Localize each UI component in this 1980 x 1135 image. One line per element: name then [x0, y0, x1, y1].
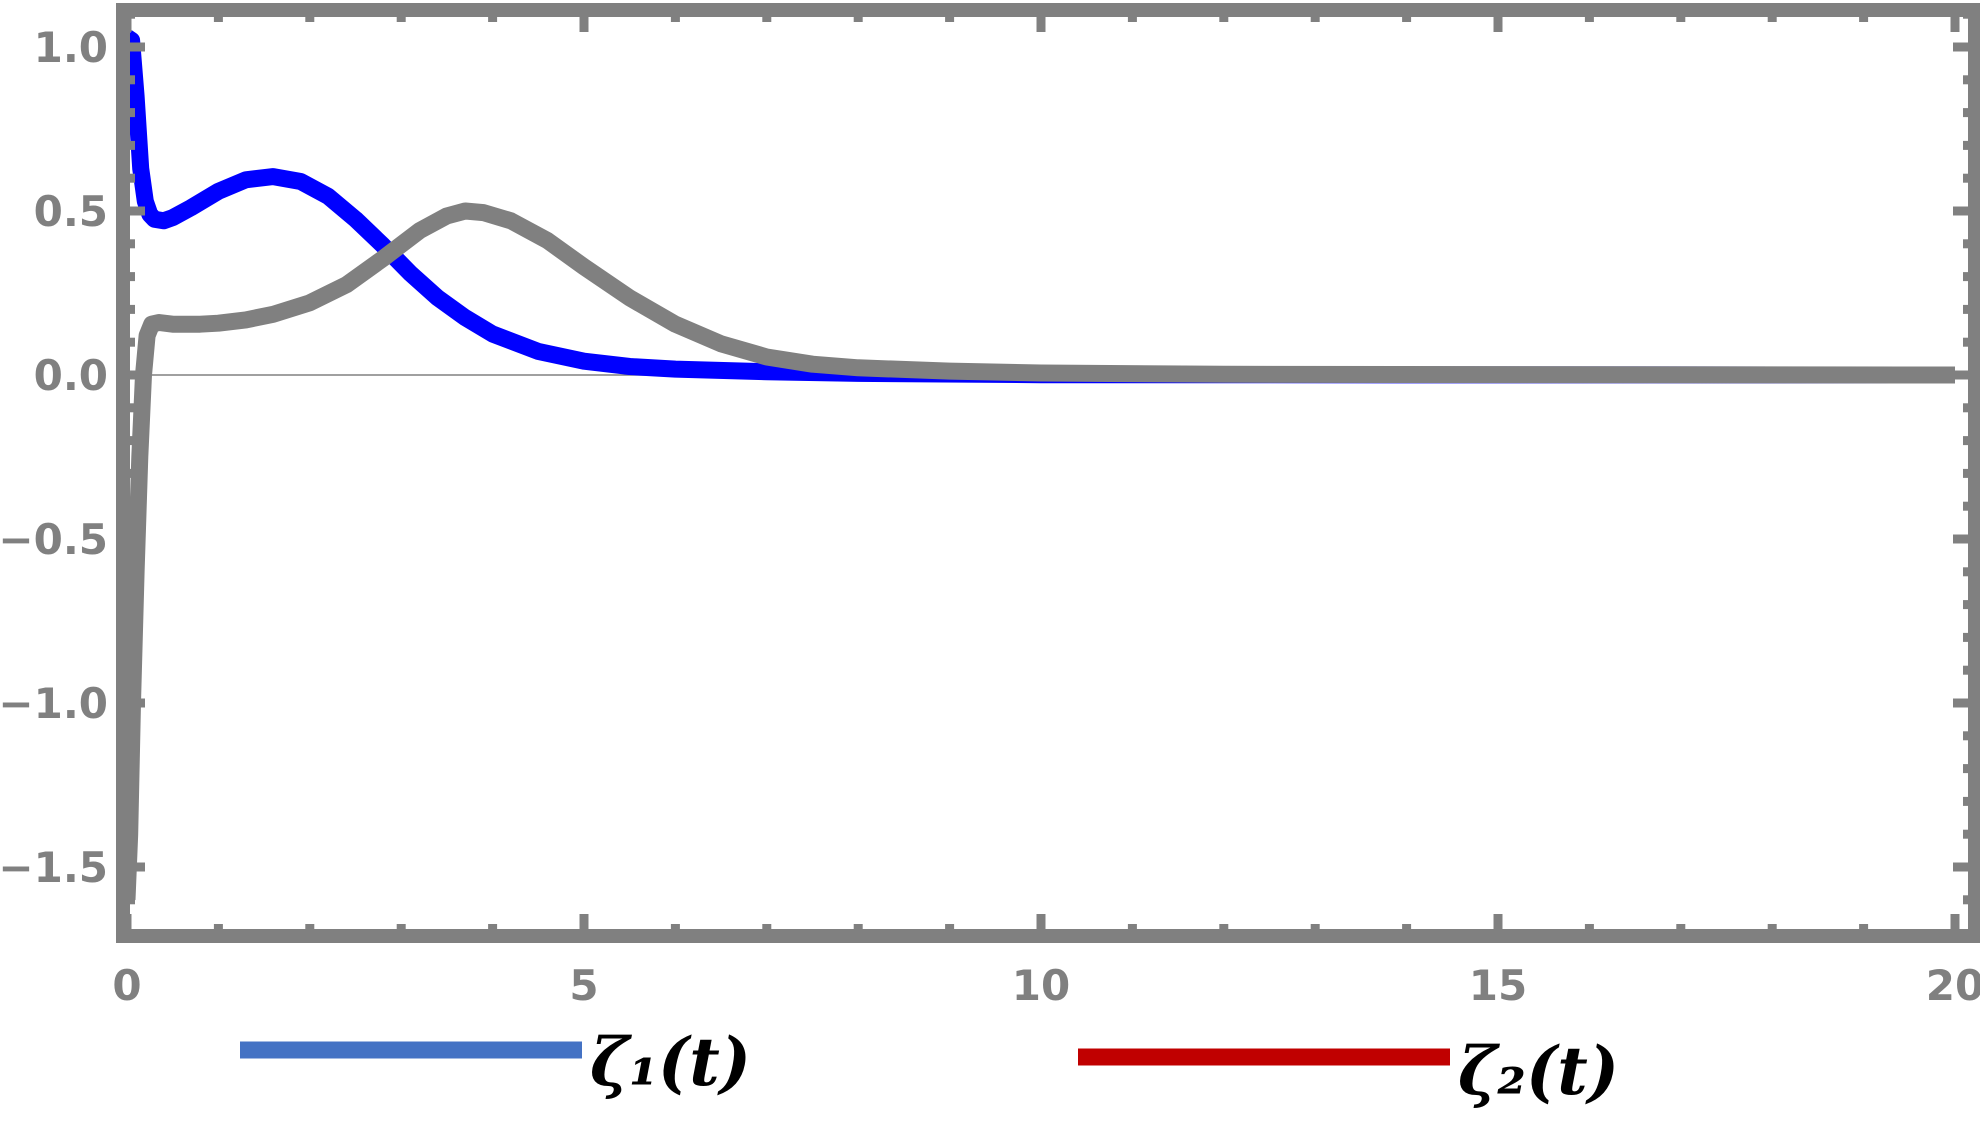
series-line-2	[118, 202, 1956, 901]
legend-label: ζ₂(t)	[1458, 1032, 1619, 1110]
frame-layer	[116, 3, 1980, 943]
series-layer	[118, 30, 1956, 901]
legend-item-1: ζ₁(t)	[240, 1023, 751, 1101]
tick-layer	[122, 9, 1975, 936]
y-tick-label: 1.0	[34, 23, 108, 72]
x-tick-label: 5	[569, 961, 598, 1010]
x-tick-label: 10	[1012, 961, 1070, 1010]
y-tick-label: 0.0	[34, 351, 108, 400]
y-tick-label: −0.5	[0, 515, 108, 564]
plot-frame	[116, 3, 1980, 943]
y-tick-label: −1.5	[0, 843, 108, 892]
legend-item-2: ζ₂(t)	[1078, 1032, 1619, 1110]
x-tick-label: 0	[112, 961, 141, 1010]
series-line-1	[122, 30, 1956, 384]
y-tick-label: 0.5	[34, 187, 108, 236]
legend-label: ζ₁(t)	[590, 1023, 751, 1101]
legend: ζ₁(t) ζ₂(t)	[240, 1023, 1619, 1110]
tick-label-layer: 0 5 10 15 20 1.0 0.5 0.0 −0.5 −1.0 −1.5	[0, 23, 1980, 1010]
x-tick-label: 20	[1926, 961, 1980, 1010]
x-tick-label: 15	[1469, 961, 1527, 1010]
y-tick-label: −1.0	[0, 679, 108, 728]
